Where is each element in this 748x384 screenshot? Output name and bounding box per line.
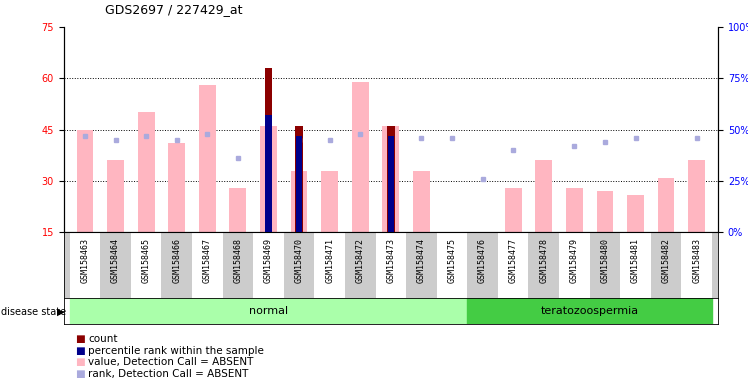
Text: GSM158474: GSM158474 bbox=[417, 238, 426, 283]
Text: GSM158471: GSM158471 bbox=[325, 238, 334, 283]
Bar bbox=[681, 232, 712, 298]
Bar bbox=[131, 232, 162, 298]
Bar bbox=[474, 232, 491, 266]
Text: GSM158481: GSM158481 bbox=[631, 238, 640, 283]
Bar bbox=[406, 232, 437, 298]
Bar bbox=[230, 188, 246, 232]
Bar bbox=[321, 170, 338, 232]
Text: GSM158470: GSM158470 bbox=[295, 238, 304, 283]
Bar bbox=[352, 82, 369, 232]
Text: ■: ■ bbox=[75, 369, 85, 379]
Bar bbox=[498, 232, 528, 298]
Text: GSM158479: GSM158479 bbox=[570, 238, 579, 283]
Bar bbox=[265, 68, 272, 232]
Bar bbox=[505, 188, 521, 232]
Bar bbox=[437, 232, 468, 298]
Bar bbox=[528, 232, 559, 298]
Bar bbox=[254, 232, 283, 298]
Bar bbox=[70, 232, 100, 298]
Text: value, Detection Call = ABSENT: value, Detection Call = ABSENT bbox=[88, 357, 254, 367]
Text: GSM158472: GSM158472 bbox=[356, 238, 365, 283]
Text: GSM158480: GSM158480 bbox=[601, 238, 610, 283]
Bar bbox=[283, 232, 314, 298]
Text: rank, Detection Call = ABSENT: rank, Detection Call = ABSENT bbox=[88, 369, 248, 379]
Bar bbox=[627, 195, 644, 232]
Text: percentile rank within the sample: percentile rank within the sample bbox=[88, 346, 264, 356]
Bar bbox=[138, 113, 155, 232]
Bar bbox=[199, 85, 215, 232]
Bar bbox=[596, 191, 613, 232]
Text: count: count bbox=[88, 334, 117, 344]
Bar bbox=[387, 126, 395, 232]
Text: normal: normal bbox=[249, 306, 288, 316]
Bar bbox=[468, 298, 712, 324]
Bar bbox=[413, 170, 430, 232]
Bar bbox=[382, 126, 399, 232]
Text: GSM158477: GSM158477 bbox=[509, 238, 518, 283]
Bar bbox=[620, 232, 651, 298]
Text: GSM158468: GSM158468 bbox=[233, 238, 242, 283]
Bar bbox=[70, 298, 468, 324]
Text: GSM158475: GSM158475 bbox=[447, 238, 456, 283]
Text: GSM158482: GSM158482 bbox=[661, 238, 671, 283]
Bar bbox=[566, 188, 583, 232]
Bar bbox=[314, 232, 345, 298]
Text: GSM158463: GSM158463 bbox=[81, 238, 90, 283]
Bar bbox=[296, 136, 302, 232]
Bar bbox=[536, 161, 552, 232]
Text: GSM158466: GSM158466 bbox=[172, 238, 181, 283]
Bar bbox=[107, 161, 124, 232]
Bar bbox=[192, 232, 223, 298]
Text: GSM158476: GSM158476 bbox=[478, 238, 487, 283]
Bar bbox=[76, 130, 94, 232]
Bar bbox=[260, 126, 277, 232]
Text: GSM158473: GSM158473 bbox=[386, 238, 396, 283]
Bar bbox=[345, 232, 375, 298]
Text: GSM158467: GSM158467 bbox=[203, 238, 212, 283]
Bar bbox=[168, 143, 186, 232]
Bar bbox=[295, 126, 303, 232]
Text: GSM158483: GSM158483 bbox=[692, 238, 701, 283]
Text: GSM158469: GSM158469 bbox=[264, 238, 273, 283]
Bar bbox=[688, 161, 705, 232]
Bar bbox=[375, 232, 406, 298]
Text: ■: ■ bbox=[75, 334, 85, 344]
Text: ▶: ▶ bbox=[57, 307, 64, 317]
Text: GSM158464: GSM158464 bbox=[111, 238, 120, 283]
Text: ■: ■ bbox=[75, 357, 85, 367]
Bar bbox=[468, 232, 498, 298]
Text: ■: ■ bbox=[75, 346, 85, 356]
Text: disease state: disease state bbox=[1, 307, 67, 317]
Text: GDS2697 / 227429_at: GDS2697 / 227429_at bbox=[105, 3, 242, 16]
Bar bbox=[559, 232, 589, 298]
Bar bbox=[162, 232, 192, 298]
Bar bbox=[444, 232, 461, 236]
Bar bbox=[651, 232, 681, 298]
Bar bbox=[387, 136, 394, 232]
Bar bbox=[100, 232, 131, 298]
Bar bbox=[657, 177, 675, 232]
Bar bbox=[291, 170, 307, 232]
Text: teratozoospermia: teratozoospermia bbox=[541, 306, 639, 316]
Text: GSM158465: GSM158465 bbox=[141, 238, 150, 283]
Text: GSM158478: GSM158478 bbox=[539, 238, 548, 283]
Bar bbox=[266, 115, 272, 232]
Bar bbox=[223, 232, 254, 298]
Bar bbox=[589, 232, 620, 298]
